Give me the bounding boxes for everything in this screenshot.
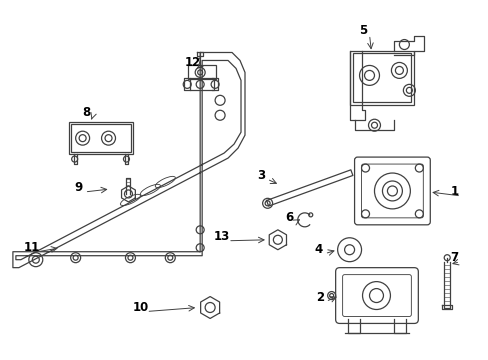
Text: 9: 9 [74,181,82,194]
Bar [188,66,216,80]
Text: 4: 4 [314,243,322,256]
Bar [71,124,131,152]
Text: 3: 3 [256,168,264,181]
Bar [190,78,214,90]
Text: 11: 11 [23,241,40,254]
Text: 7: 7 [449,251,457,264]
Text: 10: 10 [132,301,148,314]
Text: 1: 1 [450,185,458,198]
Text: 2: 2 [315,291,323,304]
Text: 6: 6 [285,211,293,224]
Bar [352,54,410,102]
Bar [68,122,133,154]
Text: 8: 8 [82,106,91,119]
Text: 13: 13 [214,230,230,243]
Bar [349,50,413,105]
Text: 12: 12 [184,56,201,69]
Text: 5: 5 [359,24,367,37]
